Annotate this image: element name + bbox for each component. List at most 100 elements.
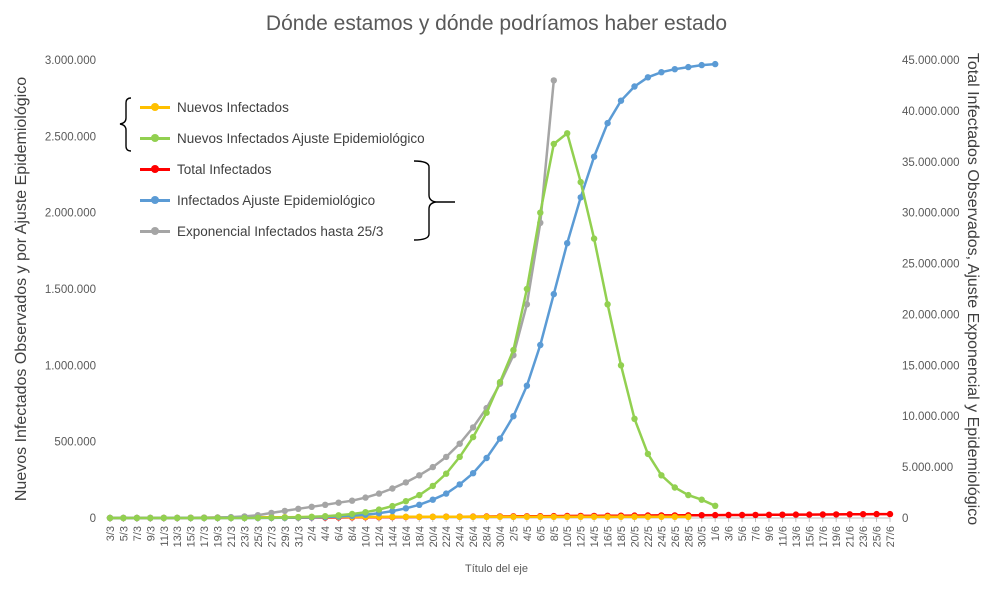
data-point	[658, 69, 665, 76]
y-left-tick-label: 2.500.000	[45, 131, 96, 143]
data-point	[644, 74, 652, 81]
x-tick-label: 7/3	[132, 526, 144, 541]
data-point	[590, 235, 598, 242]
data-point	[200, 514, 208, 522]
axes: 3/3 5/3 7/3 9/3 11/3 13/3 15/3 17/3 19/3 21/3 23/3…	[45, 55, 960, 547]
data-point	[254, 514, 262, 521]
legend-label: Nuevos Infectados Ajuste Epidemiológico	[177, 130, 425, 146]
data-point	[295, 505, 302, 512]
x-tick-label: 28/4	[482, 526, 494, 547]
x-tick-label: 25/6	[872, 526, 884, 547]
data-point	[483, 513, 490, 520]
legend-item-nuevos-infectados: Nuevos Infectados	[140, 96, 289, 118]
x-tick-label: 6/5	[535, 526, 547, 541]
legend-label: Nuevos Infectados	[177, 99, 289, 115]
x-tick-label: 30/4	[495, 526, 507, 547]
data-point	[523, 301, 531, 308]
x-tick-label: 25/3	[253, 526, 265, 547]
series-line-nuevos-infectados-ajuste-epidemiologico	[110, 131, 716, 520]
data-point	[846, 511, 853, 518]
data-point	[873, 510, 880, 518]
data-point	[402, 498, 410, 505]
legend-item-infectados-ajuste: Infectados Ajuste Epidemiológico	[140, 189, 375, 211]
data-point	[456, 453, 463, 461]
data-point	[416, 491, 423, 499]
y-right-tick-label: 15.000.000	[902, 360, 960, 372]
data-point	[106, 514, 114, 522]
data-point	[147, 514, 154, 522]
legend-brackets	[119, 97, 455, 241]
y-right-tick-label: 0	[902, 513, 908, 525]
data-point	[469, 513, 477, 520]
x-tick-label: 12/4	[374, 526, 386, 547]
y-left-tick-label: 1.000.000	[45, 360, 96, 372]
data-point	[725, 511, 732, 519]
x-tick-label: 23/6	[858, 526, 870, 547]
data-point	[550, 513, 557, 520]
x-tick-label: 3/6	[724, 526, 736, 541]
x-tick-label: 4/5	[522, 526, 534, 541]
data-point	[348, 510, 356, 518]
data-point	[523, 513, 531, 520]
data-point	[523, 285, 531, 293]
data-point	[523, 382, 531, 389]
x-tick-label: 5/3	[118, 526, 130, 541]
data-point	[631, 83, 638, 90]
data-point	[671, 66, 678, 73]
x-tick-label: 13/6	[791, 526, 803, 547]
legend-label: Total Infectados	[177, 161, 272, 177]
data-point	[389, 485, 396, 492]
data-point	[389, 507, 396, 515]
data-point	[335, 499, 342, 506]
data-point	[590, 153, 598, 160]
data-point	[510, 346, 517, 354]
x-tick-label: 3/3	[105, 526, 117, 541]
data-point	[617, 513, 625, 520]
x-tick-label: 31/3	[293, 526, 305, 547]
x-tick-label: 1/6	[710, 526, 722, 541]
x-tick-label: 13/3	[172, 526, 184, 547]
data-point	[510, 413, 517, 420]
y-right-tick-label: 35.000.000	[902, 157, 960, 169]
data-point	[712, 511, 719, 519]
data-point	[604, 301, 611, 308]
data-point	[469, 470, 477, 477]
x-tick-label: 10/4	[361, 526, 373, 547]
legend-brace-right	[413, 160, 455, 241]
data-point	[322, 513, 329, 520]
x-tick-label: 22/5	[643, 526, 655, 547]
data-point	[429, 463, 436, 471]
data-point	[712, 502, 719, 509]
x-tick-label: 6/4	[334, 526, 346, 541]
x-tick-label: 20/5	[629, 526, 641, 547]
x-tick-label: 12/5	[576, 526, 588, 547]
data-point	[281, 514, 288, 521]
x-tick-label: 17/3	[199, 526, 211, 547]
data-point	[671, 484, 678, 491]
data-point	[577, 178, 584, 186]
y-left-tick-label: 2.000.000	[45, 208, 96, 220]
legend-label: Exponencial Infectados hasta 25/3	[177, 223, 384, 239]
x-tick-label: 26/5	[670, 526, 682, 547]
x-tick-label: 2/5	[508, 526, 520, 541]
x-tick-label: 22/4	[441, 526, 453, 547]
data-point	[617, 97, 625, 104]
x-tick-label: 8/5	[549, 526, 561, 541]
data-point	[564, 240, 571, 247]
data-point	[644, 450, 652, 458]
legend-brace-left	[119, 97, 132, 152]
data-point	[469, 424, 477, 431]
legend-swatch-total-infectados	[140, 164, 170, 174]
data-point	[550, 290, 557, 298]
x-tick-label: 16/4	[401, 526, 413, 547]
data-point	[214, 514, 221, 522]
x-tick-label: 15/6	[804, 526, 816, 547]
data-point	[510, 513, 517, 520]
y-right-tick-label: 10.000.000	[902, 411, 960, 423]
data-point	[375, 490, 383, 497]
legend-swatch-nuevos-infectados	[140, 102, 170, 112]
series-nuevos-infectados-ajuste-epidemiologico	[106, 130, 719, 522]
y-left-tick-label: 0	[90, 513, 96, 525]
x-tick-label: 27/3	[266, 526, 278, 547]
data-point	[819, 511, 826, 518]
